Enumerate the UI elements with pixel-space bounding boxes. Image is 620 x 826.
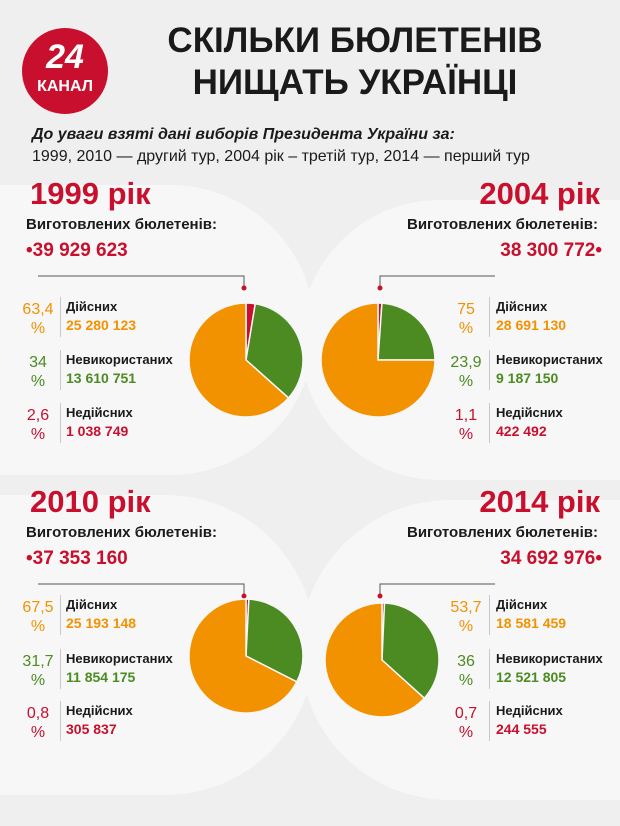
pie-slice-unused: [377, 302, 436, 361]
logo-name: КАНАЛ: [37, 78, 93, 95]
year-title: 2010 рік: [30, 484, 151, 519]
pie-slice-valid: [324, 602, 426, 718]
note-line: До уваги взяті дані виборів Президента У…: [32, 126, 455, 143]
percent-valid: 75%: [457, 301, 475, 337]
pie-chart: [324, 602, 440, 718]
pie-chart: [188, 598, 304, 714]
divider: [489, 403, 490, 443]
count-valid: 28 691 130: [496, 317, 567, 333]
label-invalid: Недійсних: [496, 703, 563, 718]
logo-number: 24: [46, 38, 84, 76]
percent-invalid: 1,1%: [454, 407, 478, 443]
percent-invalid: 2,6%: [26, 407, 50, 443]
made-label: Виготовлених бюлетенів:: [406, 524, 598, 541]
made-number: 34 692 976: [500, 548, 596, 569]
divider: [489, 350, 490, 390]
note-line: 1999, 2010 — другий тур, 2004 рік – трет…: [32, 148, 530, 165]
label-unused: Невикористаних: [66, 352, 173, 367]
count-invalid: 244 555: [496, 721, 547, 737]
divider: [60, 403, 61, 443]
divider: [60, 350, 61, 390]
count-unused: 13 610 751: [66, 370, 137, 386]
pie-slice-valid: [320, 302, 436, 418]
chart-panel-2014: 2014 рік Виготовлених бюлетенів: 34 692 …: [310, 480, 620, 770]
percent-unused: 34%: [29, 354, 47, 390]
label-valid: Дійсних: [496, 299, 548, 314]
source-note: До уваги взяті дані виборів Президента У…: [32, 124, 602, 168]
made-value: •39 929 623: [26, 240, 128, 261]
label-unused: Невикористаних: [66, 651, 173, 666]
count-unused: 11 854 175: [66, 669, 136, 685]
pie-slice-unused: [245, 302, 304, 400]
pie-slice-unused: [245, 598, 304, 683]
pie-slice-valid: [188, 598, 298, 714]
page-title: СКІЛЬКИ БЮЛЕТЕНІВ НИЩАТЬ УКРАЇНЦІ: [120, 20, 590, 104]
divider: [60, 297, 61, 337]
percent-valid: 63,4%: [22, 301, 54, 337]
pie-slice-unused: [381, 602, 440, 700]
pointer-line: [377, 583, 495, 599]
year-title: 1999 рік: [30, 176, 151, 211]
made-value: 34 692 976•: [500, 548, 602, 569]
title-line: СКІЛЬКИ БЮЛЕТЕНІВ: [167, 21, 543, 60]
made-value: •37 353 160: [26, 548, 128, 569]
made-number: 38 300 772: [500, 240, 596, 261]
year-title: 2014 рік: [479, 484, 600, 519]
percent-unused: 23,9%: [450, 354, 482, 390]
count-invalid: 305 837: [66, 721, 117, 737]
chart-panel-2010: 2010 рік Виготовлених бюлетенів: •37 353…: [0, 480, 310, 770]
label-valid: Дійсних: [66, 299, 118, 314]
divider: [489, 595, 490, 635]
count-valid: 25 280 123: [66, 317, 137, 333]
made-label: Виготовлених бюлетенів:: [26, 216, 218, 233]
divider: [60, 701, 61, 741]
pie-slice-valid: [188, 302, 290, 418]
count-unused: 12 521 805: [496, 669, 567, 685]
count-valid: 18 581 459: [496, 615, 567, 631]
percent-unused: 36%: [457, 653, 475, 689]
label-valid: Дійсних: [496, 597, 548, 612]
pointer-line: [38, 275, 247, 291]
pointer-line: [38, 583, 247, 599]
count-invalid: 422 492: [496, 423, 547, 439]
label-invalid: Недійсних: [66, 405, 133, 420]
percent-unused: 31,7%: [22, 653, 54, 689]
label-valid: Дійсних: [66, 597, 118, 612]
made-value: 38 300 772•: [500, 240, 602, 261]
divider: [489, 701, 490, 741]
label-invalid: Недійсних: [496, 405, 563, 420]
chart-panel-1999: 1999 рік Виготовлених бюлетенів: •39 929…: [0, 172, 310, 462]
chart-panel-2004: 2004 рік Виготовлених бюлетенів: 38 300 …: [310, 172, 620, 462]
divider: [60, 595, 61, 635]
pie-chart: [320, 302, 436, 418]
percent-invalid: 0,8%: [26, 705, 50, 741]
made-label: Виготовлених бюлетенів:: [406, 216, 598, 233]
made-number: 37 353 160: [32, 548, 128, 569]
year-title: 2004 рік: [479, 176, 600, 211]
pie-chart: [188, 302, 304, 418]
label-unused: Невикористаних: [496, 352, 603, 367]
count-valid: 25 193 148: [66, 615, 137, 631]
label-unused: Невикористаних: [496, 651, 603, 666]
label-invalid: Недійсних: [66, 703, 133, 718]
divider: [489, 649, 490, 689]
percent-valid: 53,7%: [450, 599, 482, 635]
channel-logo: 24 КАНАЛ: [22, 28, 108, 114]
count-unused: 9 187 150: [496, 370, 559, 386]
percent-invalid: 0,7%: [454, 705, 478, 741]
percent-valid: 67,5%: [22, 599, 54, 635]
count-invalid: 1 038 749: [66, 423, 129, 439]
made-label: Виготовлених бюлетенів:: [26, 524, 218, 541]
title-line: НИЩАТЬ УКРАЇНЦІ: [192, 63, 518, 102]
divider: [60, 649, 61, 689]
made-number: 39 929 623: [32, 240, 128, 261]
divider: [489, 297, 490, 337]
pointer-line: [377, 275, 495, 291]
